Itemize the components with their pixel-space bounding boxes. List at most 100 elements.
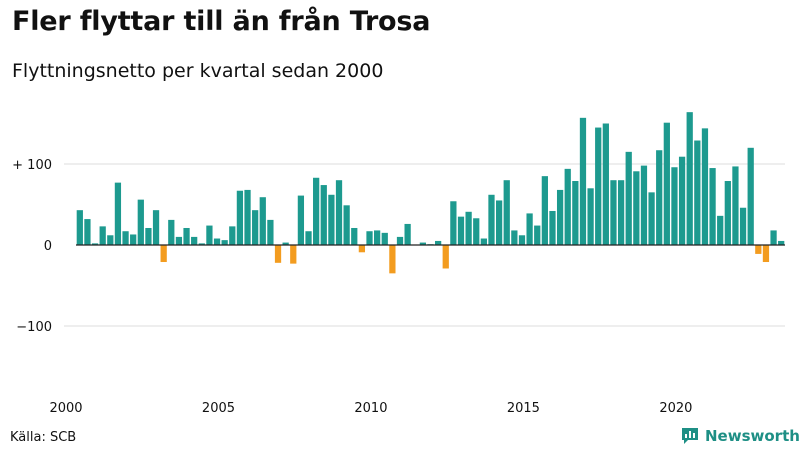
brand-logo[interactable]: Newsworthy bbox=[680, 426, 800, 446]
bar bbox=[747, 147, 754, 245]
bar bbox=[343, 205, 350, 245]
bar bbox=[701, 128, 709, 245]
bar bbox=[549, 210, 556, 245]
bar bbox=[107, 235, 114, 245]
bar bbox=[274, 245, 282, 263]
bar bbox=[465, 211, 472, 245]
bar bbox=[709, 168, 716, 245]
bar bbox=[259, 197, 266, 245]
bar bbox=[633, 171, 640, 245]
bar bbox=[145, 227, 152, 245]
bar bbox=[450, 201, 457, 245]
bar bbox=[206, 225, 213, 245]
bar bbox=[335, 180, 343, 245]
bar bbox=[625, 151, 632, 245]
bar bbox=[91, 243, 99, 245]
bar bbox=[671, 167, 678, 245]
bar bbox=[305, 231, 312, 245]
bar bbox=[617, 180, 625, 245]
bar bbox=[374, 230, 381, 245]
bar bbox=[381, 232, 388, 245]
bar bbox=[99, 226, 106, 245]
x-tick-label: 2010 bbox=[354, 401, 387, 416]
bar bbox=[183, 227, 190, 245]
bar bbox=[656, 150, 663, 245]
chart-title: Fler flyttar till än från Trosa bbox=[12, 6, 431, 37]
bar bbox=[152, 210, 160, 245]
bar bbox=[556, 189, 564, 245]
bar bbox=[678, 156, 686, 245]
bar bbox=[572, 181, 579, 245]
y-tick-label: + 100 bbox=[12, 158, 52, 173]
bar bbox=[587, 188, 594, 245]
bar bbox=[267, 219, 274, 245]
source-note: Källa: SCB bbox=[10, 430, 77, 445]
bar bbox=[579, 117, 587, 245]
bar bbox=[648, 192, 655, 245]
bar bbox=[389, 245, 396, 274]
bar bbox=[778, 240, 785, 245]
bar bbox=[137, 199, 144, 245]
y-axis-labels: + 100 0 −100 bbox=[12, 158, 52, 335]
chart-subtitle: Flyttningsnetto per kvartal sedan 2000 bbox=[12, 60, 384, 82]
bar bbox=[328, 194, 335, 245]
bar bbox=[198, 243, 205, 245]
bar bbox=[457, 216, 465, 245]
bar bbox=[518, 235, 526, 245]
bar bbox=[755, 245, 762, 254]
bar bbox=[175, 236, 183, 245]
bar bbox=[602, 123, 609, 245]
bar bbox=[495, 200, 503, 245]
bar bbox=[191, 236, 198, 245]
bar bbox=[114, 182, 122, 245]
bar bbox=[435, 240, 442, 245]
bar bbox=[694, 140, 701, 245]
bar bbox=[663, 122, 670, 245]
newsworthy-logo-icon bbox=[682, 428, 698, 444]
bar bbox=[313, 177, 320, 245]
bar bbox=[84, 219, 91, 245]
bar bbox=[541, 176, 548, 245]
bar bbox=[442, 245, 449, 269]
bar bbox=[168, 219, 175, 245]
bar bbox=[419, 242, 426, 245]
bar bbox=[488, 194, 495, 245]
bar bbox=[610, 180, 617, 245]
bar bbox=[252, 210, 259, 245]
bar bbox=[724, 181, 731, 245]
bar bbox=[351, 227, 358, 245]
bar bbox=[732, 166, 739, 245]
bar bbox=[640, 165, 648, 245]
brand-name: Newsworthy bbox=[705, 427, 800, 445]
bar bbox=[526, 213, 533, 245]
bar bbox=[404, 223, 411, 245]
bar bbox=[76, 210, 83, 245]
bar bbox=[297, 195, 305, 245]
x-tick-label: 2005 bbox=[202, 401, 235, 416]
bar bbox=[229, 226, 236, 245]
x-tick-label: 2020 bbox=[659, 401, 692, 416]
bar bbox=[320, 185, 327, 245]
bar bbox=[511, 230, 518, 245]
bar bbox=[595, 127, 602, 245]
bar bbox=[534, 225, 541, 245]
bar bbox=[358, 245, 366, 253]
bar bbox=[717, 215, 724, 245]
bar bbox=[130, 234, 137, 245]
bar bbox=[366, 231, 373, 245]
bar bbox=[564, 168, 571, 245]
bar bbox=[480, 238, 487, 245]
bar bbox=[473, 218, 480, 245]
bar bbox=[236, 190, 244, 245]
x-tick-label: 2000 bbox=[49, 401, 82, 416]
bar bbox=[221, 240, 228, 245]
bar bbox=[160, 245, 167, 263]
bars bbox=[76, 112, 785, 274]
x-axis-labels: 2000 2005 2010 2015 2020 bbox=[49, 401, 692, 416]
bar bbox=[396, 236, 404, 245]
bar bbox=[122, 231, 129, 245]
y-tick-label: −100 bbox=[16, 320, 52, 335]
bar bbox=[290, 245, 297, 264]
bar bbox=[503, 180, 510, 245]
